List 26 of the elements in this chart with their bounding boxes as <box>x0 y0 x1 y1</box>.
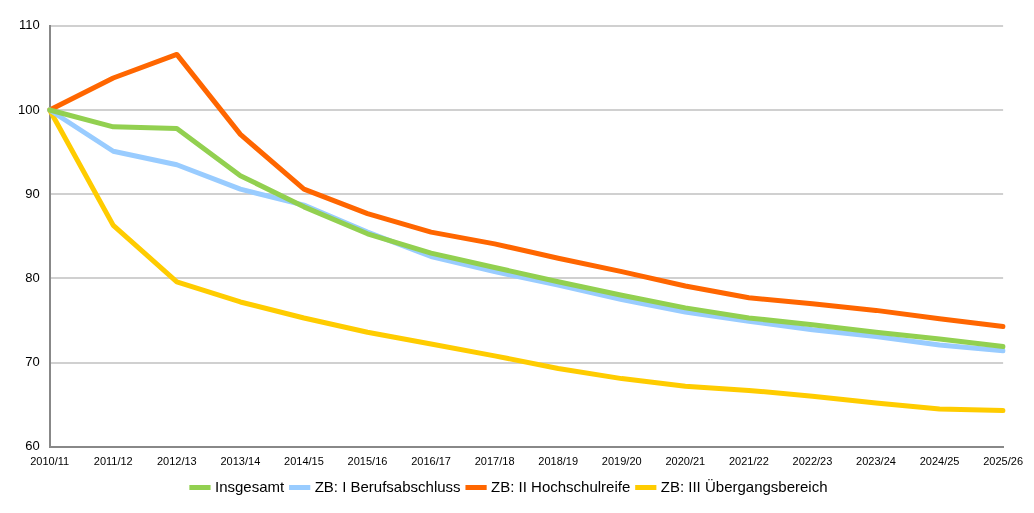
x-tick-label: 2025/26 <box>983 455 1023 468</box>
y-tick-label: 60 <box>25 438 40 454</box>
x-tick-label: 2011/12 <box>93 455 133 468</box>
x-tick-label: 2016/17 <box>411 455 451 468</box>
x-tick-label: 2024/25 <box>919 455 960 468</box>
y-tick-label: 110 <box>18 17 40 33</box>
legend-label: ZB: II Hochschulreife <box>491 477 631 495</box>
x-tick-label: 2015/16 <box>347 455 388 468</box>
legend-label: Insgesamt <box>214 477 285 495</box>
legend-label: ZB: III Übergangsbereich <box>660 477 828 495</box>
x-tick-label: 2013/14 <box>220 455 261 468</box>
x-tick-label: 2012/13 <box>156 455 197 468</box>
legend-label: ZB: I Berufsabschluss <box>314 477 461 495</box>
y-tick-label: 80 <box>25 269 40 285</box>
x-tick-label: 2019/20 <box>601 455 642 468</box>
y-tick-label: 70 <box>25 354 40 370</box>
x-tick-label: 2022/23 <box>792 455 833 468</box>
x-tick-label: 2014/15 <box>284 455 324 468</box>
x-tick-label: 2017/18 <box>474 455 515 468</box>
y-tick-label: 90 <box>25 185 40 201</box>
x-tick-label: 2018/19 <box>538 455 579 468</box>
x-tick-label: 2020/21 <box>665 455 706 468</box>
x-tick-label: 2023/24 <box>856 455 896 468</box>
x-tick-label: 2010/11 <box>30 455 70 468</box>
y-tick-label: 100 <box>17 101 40 117</box>
x-tick-label: 2021/22 <box>728 455 769 468</box>
